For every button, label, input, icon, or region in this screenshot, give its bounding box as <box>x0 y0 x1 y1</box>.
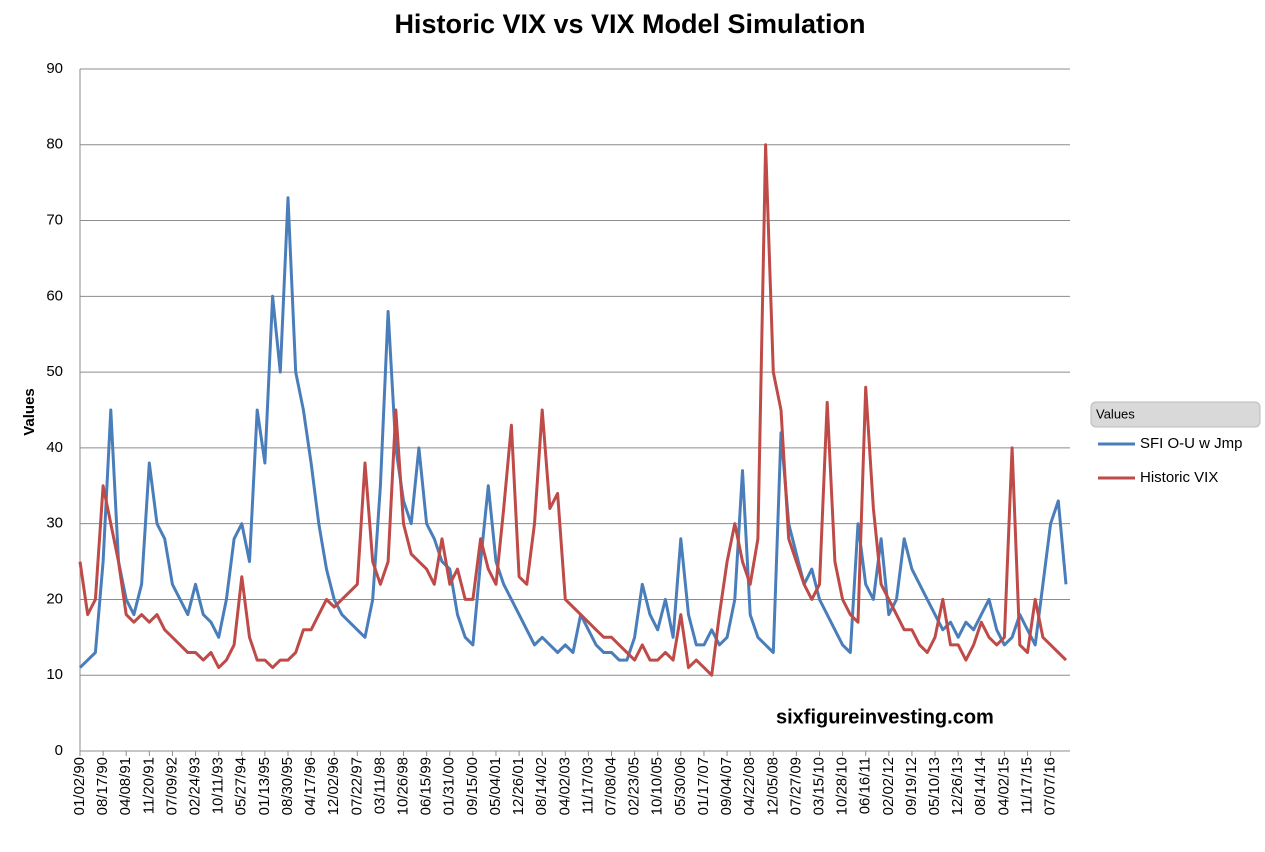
x-tick-label: 10/11/93 <box>210 757 227 814</box>
legend-header <box>1090 401 1261 428</box>
legend-title: Values <box>1096 406 1135 421</box>
x-tick-label: 05/10/13 <box>926 757 943 815</box>
chart-title: Historic VIX vs VIX Model Simulation <box>394 9 865 39</box>
x-tick-label: 07/27/09 <box>787 757 804 815</box>
x-tick-label: 07/22/97 <box>348 757 365 815</box>
x-tick-label: 04/08/91 <box>117 757 134 815</box>
x-tick-label: 12/26/13 <box>949 757 966 815</box>
x-tick-label: 07/07/16 <box>1042 757 1059 815</box>
y-tick-label: 20 <box>46 590 63 607</box>
x-tick-label: 02/24/93 <box>187 757 204 815</box>
y-tick-label: 70 <box>46 212 63 229</box>
series-line <box>78 196 1068 669</box>
y-axis-label: Values <box>21 388 38 436</box>
x-tick-label: 11/20/91 <box>140 757 157 814</box>
x-tick-label: 05/27/94 <box>233 757 250 815</box>
x-tick-label: 02/23/05 <box>626 757 643 815</box>
x-tick-label: 08/14/14 <box>972 757 989 815</box>
x-tick-label: 02/02/12 <box>880 757 897 815</box>
x-tick-label: 07/09/92 <box>163 757 180 815</box>
x-tick-label: 01/02/90 <box>71 757 88 815</box>
x-tick-label: 10/10/05 <box>649 757 666 815</box>
y-tick-label: 30 <box>46 515 63 532</box>
x-tick-label: 03/15/10 <box>810 757 827 815</box>
x-tick-label: 09/19/12 <box>903 757 920 815</box>
y-tick-label: 50 <box>46 363 63 380</box>
x-tick-label: 06/16/11 <box>857 757 874 814</box>
x-tick-label: 09/15/00 <box>464 757 481 815</box>
watermark: sixfigureinvesting.com <box>776 706 994 728</box>
x-tick-label: 07/08/04 <box>602 757 619 815</box>
x-tick-label: 11/17/03 <box>579 757 596 814</box>
x-tick-label: 12/02/96 <box>325 757 342 815</box>
x-tick-label: 12/26/01 <box>510 757 527 815</box>
y-tick-label: 60 <box>46 287 63 304</box>
x-tick-label: 08/17/90 <box>94 757 111 815</box>
x-tick-label: 01/13/95 <box>256 757 273 815</box>
x-tick-label: 01/17/07 <box>695 757 712 815</box>
x-tick-label: 04/17/96 <box>302 757 319 815</box>
x-tick-label: 08/14/02 <box>533 757 550 815</box>
series-line <box>78 143 1068 677</box>
y-tick-label: 10 <box>46 666 63 683</box>
x-tick-label: 04/22/08 <box>741 757 758 815</box>
y-tick-label: 40 <box>46 439 63 456</box>
x-tick-label: 11/17/15 <box>1018 757 1035 814</box>
x-tick-label: 05/04/01 <box>487 757 504 815</box>
legend-label: SFI O-U w Jmp <box>1140 435 1243 452</box>
y-tick-label: 80 <box>46 136 63 153</box>
x-tick-label: 09/04/07 <box>718 757 735 815</box>
x-tick-label: 04/02/03 <box>556 757 573 815</box>
x-tick-label: 04/02/15 <box>995 757 1012 815</box>
legend-label: Historic VIX <box>1140 469 1218 486</box>
x-tick-label: 01/31/00 <box>441 757 458 815</box>
x-tick-label: 10/28/10 <box>834 757 851 815</box>
x-tick-label: 12/05/08 <box>764 757 781 815</box>
y-tick-label: 90 <box>46 60 63 77</box>
y-tick-label: 0 <box>55 742 63 759</box>
x-tick-label: 05/30/06 <box>672 757 689 815</box>
x-tick-label: 06/15/99 <box>418 757 435 815</box>
x-tick-label: 03/11/98 <box>371 757 388 814</box>
x-tick-label: 08/30/95 <box>279 757 296 815</box>
x-tick-label: 10/26/98 <box>395 757 412 815</box>
